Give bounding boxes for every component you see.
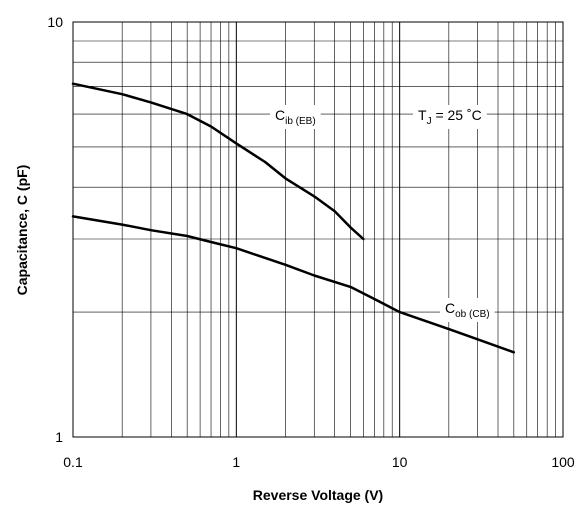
x-axis-title: Reverse Voltage (V)	[253, 487, 383, 503]
series-label-cib: Cib (EB)	[270, 105, 321, 129]
temperature-annotation: TJ = 25 ˚C	[413, 105, 487, 129]
annotations: Cib (EB) Cob (CB) TJ = 25 ˚C	[270, 105, 495, 322]
series-line-cob	[71, 215, 516, 354]
y-tick-label: 1	[55, 429, 63, 445]
plot-frame	[72, 21, 564, 438]
series-label-cob-text: Cob (CB)	[445, 300, 490, 320]
x-tick-label: 0.1	[63, 454, 83, 470]
y-axis-title: Capacitance, C (pF)	[14, 165, 30, 296]
series-label-cob-box	[440, 298, 495, 322]
grid	[73, 22, 563, 437]
temperature-annotation-box	[413, 105, 487, 129]
plot-background	[73, 22, 563, 437]
series-group	[71, 82, 516, 354]
series-line-cib	[71, 82, 365, 241]
y-tick-label: 10	[47, 14, 63, 30]
series-label-cob: Cob (CB)	[440, 298, 495, 322]
x-tick-label: 10	[392, 454, 408, 470]
x-tick-label: 1	[232, 454, 240, 470]
temperature-annotation-text: TJ = 25 ˚C	[418, 107, 482, 127]
x-tick-label: 100	[551, 454, 575, 470]
series-label-cib-text: Cib (EB)	[275, 107, 316, 127]
series-label-cib-box	[270, 105, 321, 129]
